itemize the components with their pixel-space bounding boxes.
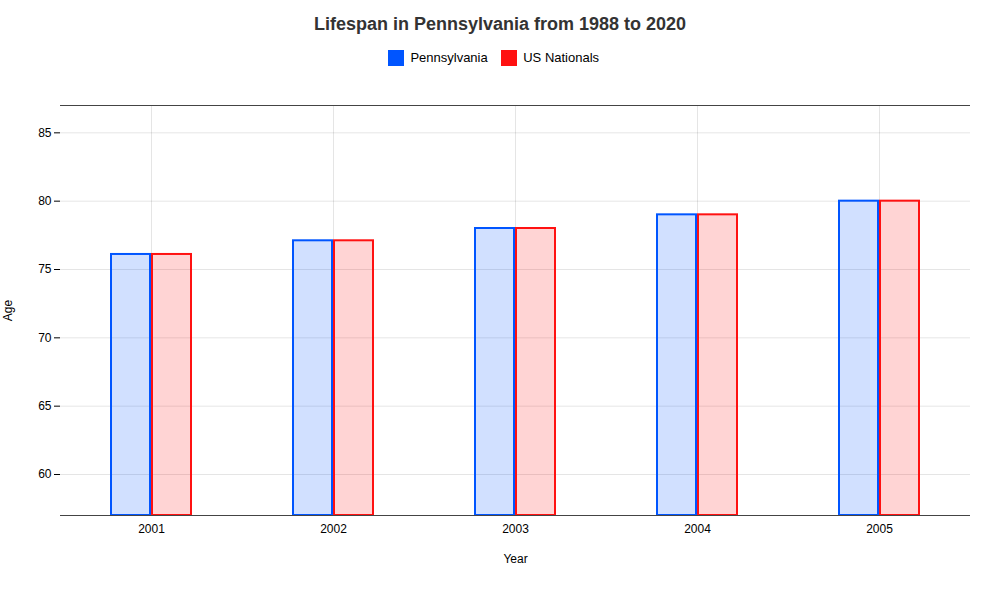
svg-text:2005: 2005 — [866, 522, 893, 536]
html-text:Pennsylvania: Pennsylvania — [410, 50, 488, 65]
svg-text:75: 75 — [38, 262, 52, 276]
svg-text:2002: 2002 — [320, 522, 347, 536]
svg-text:80: 80 — [38, 194, 52, 208]
svg-text:65: 65 — [38, 399, 52, 413]
svg-text:2003: 2003 — [502, 522, 529, 536]
html-text:US Nationals: US Nationals — [523, 50, 600, 65]
svg-text:Year: Year — [503, 551, 527, 565]
svg-text:2004: 2004 — [684, 522, 711, 536]
html-text:Lifespan in Pennsylvania from: Lifespan in Pennsylvania from 1988 to 20… — [313, 14, 687, 34]
svg-text:Age: Age — [1, 299, 15, 321]
svg-text:2001: 2001 — [138, 522, 165, 536]
svg-text:70: 70 — [38, 330, 52, 344]
svg-text:60: 60 — [38, 467, 52, 481]
svg-text:85: 85 — [38, 125, 52, 139]
